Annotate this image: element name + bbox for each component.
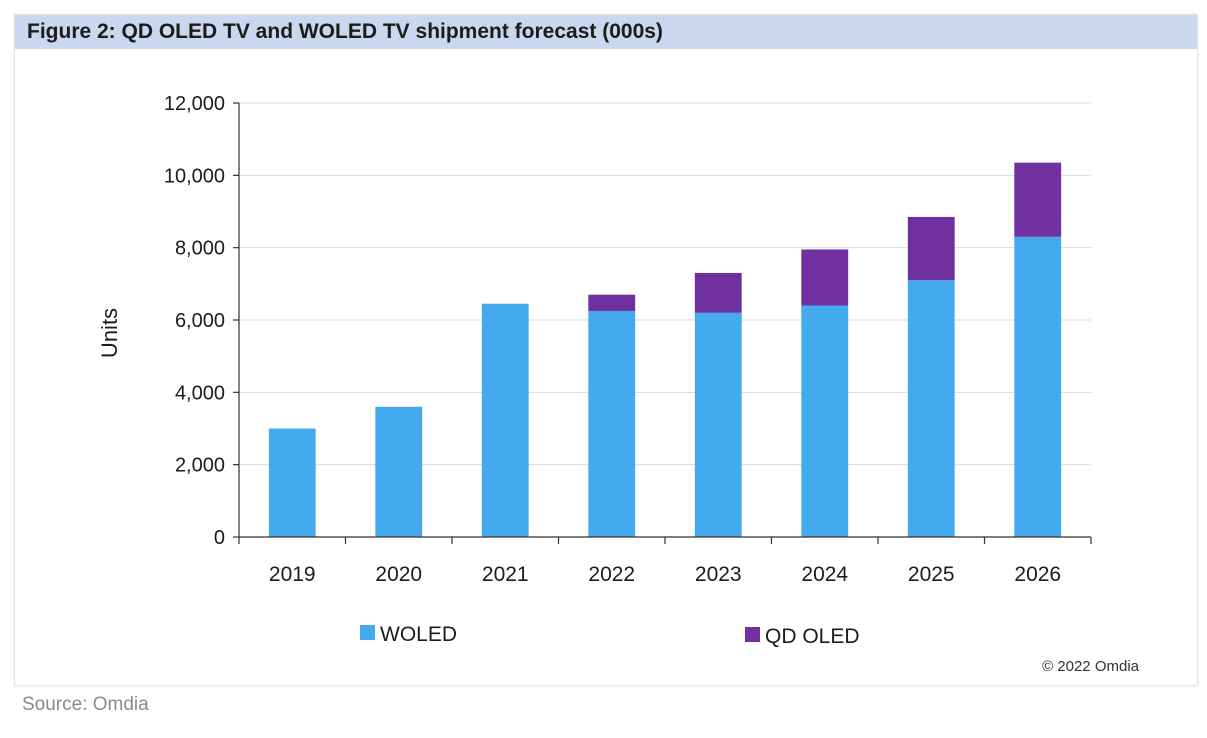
x-tick-labels: 2019 2020 2021 2022 2023 2024 2025 2026: [269, 563, 1061, 586]
axes: [233, 102, 1092, 544]
bars: [268, 162, 1062, 538]
qdoled-bar-2025: [907, 216, 955, 281]
qdoled-bar-2023: [694, 272, 742, 313]
y-tick-label: 12,000: [164, 93, 225, 115]
x-tick-label: 2024: [801, 563, 848, 586]
qdoled-bar-2024: [801, 249, 849, 306]
qdoled-bar-2026: [1014, 162, 1062, 237]
y-tick-label: 4,000: [175, 382, 225, 404]
x-tick-label: 2020: [375, 563, 422, 586]
y-tick-label: 2,000: [175, 455, 225, 477]
y-tick-label: 0: [214, 527, 225, 549]
legend-swatch: [745, 627, 760, 642]
legend-swatch: [360, 625, 375, 640]
woled-bar-2025: [907, 280, 955, 537]
legend-label: QD OLED: [765, 625, 860, 648]
y-tick-label: 6,000: [175, 310, 225, 332]
chart-title: Figure 2: QD OLED TV and WOLED TV shipme…: [27, 20, 663, 43]
legend-label: WOLED: [380, 623, 457, 646]
title-bar: Figure 2: QD OLED TV and WOLED TV shipme…: [15, 15, 1197, 49]
woled-bar-2020: [375, 406, 423, 537]
woled-bar-2026: [1014, 236, 1062, 538]
x-tick-label: 2019: [269, 563, 316, 586]
gridlines: [239, 102, 1091, 466]
qdoled-bar-2022: [588, 294, 636, 311]
y-axis-label: Units: [97, 308, 122, 358]
x-tick-label: 2026: [1014, 563, 1061, 586]
woled-bar-2023: [694, 312, 742, 537]
y-tick-label: 8,000: [175, 238, 225, 260]
woled-bar-2022: [588, 310, 636, 537]
chart-frame: Figure 2: QD OLED TV and WOLED TV shipme…: [14, 14, 1198, 686]
legend: WOLED QD OLED: [360, 623, 860, 648]
woled-bar-2021: [481, 303, 529, 537]
x-tick-label: 2025: [908, 563, 955, 586]
woled-bar-2019: [268, 428, 316, 537]
source-note: Source: Omdia: [22, 694, 149, 715]
x-tick-label: 2021: [482, 563, 529, 586]
copyright-text: © 2022 Omdia: [1042, 658, 1139, 675]
woled-bar-2024: [801, 305, 849, 537]
x-tick-label: 2022: [588, 563, 635, 586]
x-tick-label: 2023: [695, 563, 742, 586]
y-tick-label: 10,000: [164, 165, 225, 187]
y-tick-labels: 0 2,000 4,000 6,000 8,000 10,000 12,000: [164, 93, 225, 549]
